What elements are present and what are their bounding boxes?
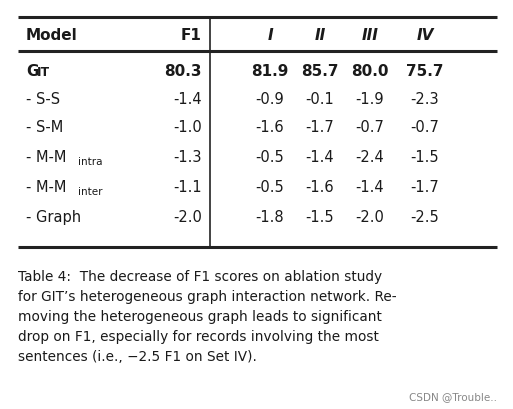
- Text: - M-M: - M-M: [26, 150, 66, 165]
- Text: Model: Model: [26, 27, 78, 43]
- Text: for GIT’s heterogeneous graph interaction network. Re-: for GIT’s heterogeneous graph interactio…: [18, 289, 397, 303]
- Text: sentences (i.e., −2.5 F1 on Set IV).: sentences (i.e., −2.5 F1 on Set IV).: [18, 349, 257, 363]
- Text: -0.7: -0.7: [410, 120, 440, 135]
- Text: -1.1: -1.1: [173, 180, 202, 195]
- Text: -1.6: -1.6: [255, 120, 284, 135]
- Text: -0.9: -0.9: [255, 92, 284, 107]
- Text: -1.4: -1.4: [356, 180, 384, 195]
- Text: 85.7: 85.7: [301, 64, 339, 79]
- Text: I: I: [267, 27, 273, 43]
- Text: -2.0: -2.0: [356, 210, 384, 225]
- Text: -2.0: -2.0: [173, 210, 202, 225]
- Text: -2.5: -2.5: [410, 210, 439, 225]
- Text: -0.5: -0.5: [255, 180, 284, 195]
- Text: -2.4: -2.4: [356, 150, 384, 165]
- Text: -1.7: -1.7: [410, 180, 439, 195]
- Text: -1.8: -1.8: [255, 210, 284, 225]
- Text: -1.6: -1.6: [306, 180, 334, 195]
- Text: 75.7: 75.7: [406, 64, 444, 79]
- Text: - M-M: - M-M: [26, 180, 66, 195]
- Text: -0.7: -0.7: [356, 120, 384, 135]
- Text: 80.3: 80.3: [165, 64, 202, 79]
- Text: moving the heterogeneous graph leads to significant: moving the heterogeneous graph leads to …: [18, 309, 382, 323]
- Text: II: II: [314, 27, 326, 43]
- Text: G: G: [26, 64, 38, 79]
- Text: -1.7: -1.7: [306, 120, 334, 135]
- Text: -1.0: -1.0: [173, 120, 202, 135]
- Text: 80.0: 80.0: [351, 64, 389, 79]
- Text: 81.9: 81.9: [251, 64, 289, 79]
- Text: intra: intra: [78, 157, 103, 166]
- Text: inter: inter: [78, 187, 103, 196]
- Text: -1.4: -1.4: [306, 150, 334, 165]
- Text: -0.1: -0.1: [306, 92, 334, 107]
- Text: CSDN @Trouble..: CSDN @Trouble..: [409, 391, 497, 401]
- Text: drop on F1, especially for records involving the most: drop on F1, especially for records invol…: [18, 329, 379, 343]
- Text: III: III: [362, 27, 379, 43]
- Text: -0.5: -0.5: [255, 150, 284, 165]
- Text: -1.4: -1.4: [173, 92, 202, 107]
- Text: - S-M: - S-M: [26, 120, 63, 135]
- Text: Table 4:  The decrease of F1 scores on ablation study: Table 4: The decrease of F1 scores on ab…: [18, 270, 382, 283]
- Text: -2.3: -2.3: [411, 92, 439, 107]
- Text: IT: IT: [37, 65, 50, 78]
- Text: -1.3: -1.3: [173, 150, 202, 165]
- Text: F1: F1: [181, 27, 202, 43]
- Text: -1.5: -1.5: [306, 210, 334, 225]
- Text: -1.9: -1.9: [356, 92, 384, 107]
- Text: - S-S: - S-S: [26, 92, 60, 107]
- Text: IV: IV: [417, 27, 433, 43]
- Text: -1.5: -1.5: [411, 150, 439, 165]
- Text: - Graph: - Graph: [26, 210, 81, 225]
